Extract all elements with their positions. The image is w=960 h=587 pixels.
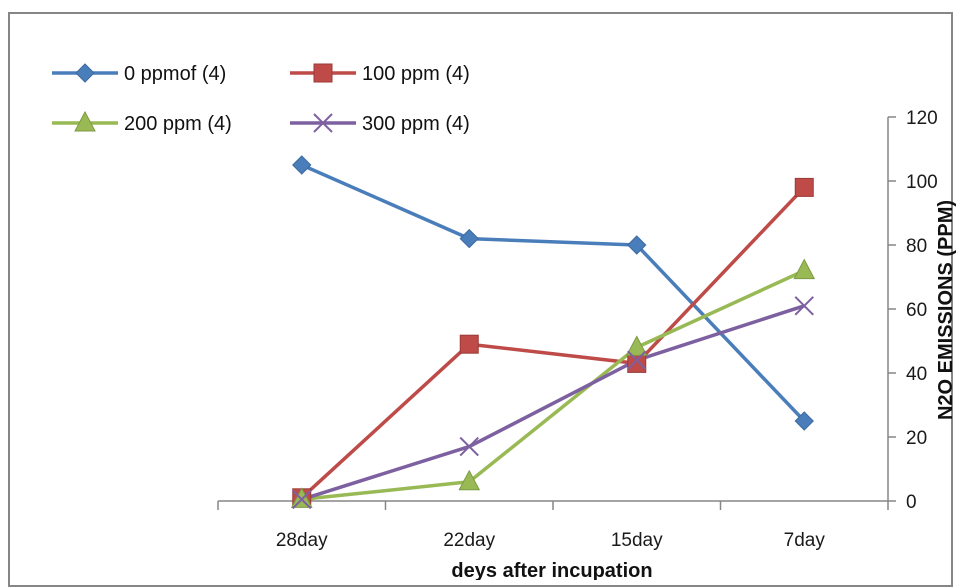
data-point-diamond <box>76 64 94 82</box>
data-point-square <box>795 178 813 196</box>
data-point-x <box>795 297 813 315</box>
legend-label: 0 ppmof (4) <box>124 63 226 85</box>
x-tick-label: 7day <box>784 530 826 551</box>
data-point-diamond <box>460 230 478 248</box>
y-tick-label: 60 <box>906 300 927 321</box>
y-axis-title: N2O EMISSIONS (PPM) <box>935 200 957 420</box>
x-axis-title: deys after incupation <box>451 560 652 580</box>
data-point-triangle <box>459 471 479 490</box>
series-line-0 <box>302 165 805 421</box>
legend-entry: 100 ppm (4) <box>290 63 470 85</box>
y-tick-label: 0 <box>906 492 917 513</box>
x-tick-label: 28day <box>276 530 328 551</box>
legend-entry: 300 ppm (4) <box>290 113 470 135</box>
legend-label: 200 ppm (4) <box>124 113 232 135</box>
y-tick-label: 80 <box>906 236 927 257</box>
data-point-square <box>628 354 646 372</box>
legend-entry: 0 ppmof (4) <box>52 63 226 85</box>
series-lines <box>302 165 805 499</box>
x-tick-label: 22day <box>443 530 495 551</box>
data-point-x <box>460 438 478 456</box>
chart-legend: 0 ppmof (4) 100 ppm (4) 200 ppm (4) 300 ppm… <box>52 63 470 135</box>
legend-label: 300 ppm (4) <box>362 113 470 135</box>
series-markers <box>292 156 815 508</box>
y-tick-label: 120 <box>906 108 938 129</box>
data-point-diamond <box>293 156 311 174</box>
data-point-triangle <box>794 260 814 279</box>
y-tick-label: 40 <box>906 364 927 385</box>
series-line-3 <box>302 306 805 500</box>
legend-label: 100 ppm (4) <box>362 63 470 85</box>
legend-entry: 200 ppm (4) <box>52 112 232 135</box>
data-point-square <box>460 335 478 353</box>
y-tick-label: 20 <box>906 428 927 449</box>
x-tick-label: 15day <box>611 530 663 551</box>
series-line-2 <box>302 271 805 500</box>
data-point-square <box>314 64 332 82</box>
y-tick-label: 100 <box>906 172 938 193</box>
